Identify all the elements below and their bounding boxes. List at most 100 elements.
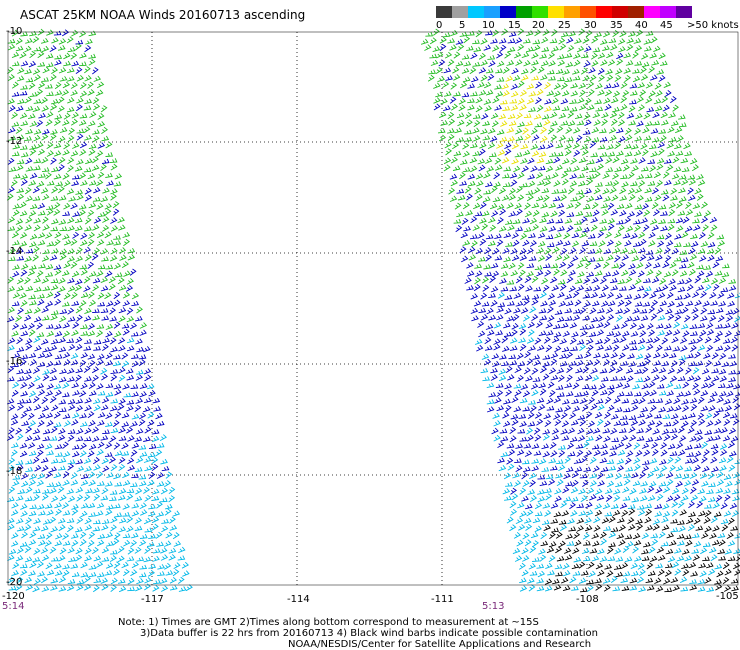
wind-barb: [516, 112, 523, 120]
wind-barb: [510, 270, 519, 277]
wind-barb: [67, 165, 74, 173]
wind-barb: [169, 516, 176, 524]
wind-barb: [710, 391, 718, 398]
wind-barb: [543, 336, 551, 344]
wind-barb: [647, 254, 655, 261]
wind-barb: [504, 495, 512, 501]
wind-barb: [591, 555, 600, 562]
wind-barb: [474, 187, 482, 195]
wind-barb: [686, 517, 694, 525]
wind-barb: [45, 562, 53, 570]
wind-barb: [641, 52, 649, 60]
wind-barb: [506, 315, 515, 322]
wind-barb: [671, 561, 680, 569]
wind-barb: [704, 429, 713, 435]
wind-barb: [105, 531, 114, 539]
wind-barb: [728, 427, 737, 435]
wind-barb: [11, 179, 18, 187]
wind-barb: [644, 503, 653, 509]
wind-barb: [488, 60, 496, 68]
wind-barb: [578, 104, 587, 111]
wind-barb: [576, 360, 584, 367]
wind-barb: [570, 346, 578, 351]
wind-barb: [63, 180, 71, 187]
wind-barb: [616, 533, 625, 540]
wind-barb: [597, 548, 605, 555]
wind-barb: [50, 133, 57, 141]
wind-barb: [67, 376, 75, 383]
wind-barb: [665, 329, 673, 337]
wind-barb: [113, 561, 121, 569]
wind-barb: [51, 186, 59, 194]
wind-barb: [509, 501, 517, 509]
wind-barb: [126, 307, 134, 315]
wind-barb: [498, 113, 507, 120]
wind-barb: [138, 359, 146, 367]
wind-barb: [688, 412, 696, 418]
wind-barb: [519, 269, 526, 277]
wind-barb: [561, 171, 569, 179]
wind-barb: [612, 488, 621, 495]
wind-barb: [33, 74, 41, 82]
wind-barb: [658, 367, 667, 374]
wind-barb: [672, 584, 680, 592]
lat-label-12: -12: [6, 136, 23, 147]
wind-barb: [628, 105, 636, 113]
wind-barb: [626, 541, 634, 548]
wind-barb: [25, 157, 33, 165]
wind-barb: [475, 193, 483, 201]
wind-barb: [91, 253, 99, 261]
wind-barb: [674, 295, 683, 300]
wind-barb: [46, 111, 54, 118]
wind-barb: [657, 330, 666, 336]
wind-barb: [619, 428, 627, 433]
wind-barb: [536, 269, 544, 277]
wind-barb: [657, 240, 665, 248]
wind-barb: [123, 569, 130, 577]
wind-barb: [15, 427, 23, 435]
wind-barb: [33, 316, 42, 323]
wind-barb: [582, 479, 589, 487]
wind-barb: [677, 520, 685, 525]
wind-barb: [104, 203, 112, 210]
wind-barb: [629, 248, 637, 255]
wind-barb: [498, 374, 507, 382]
wind-barb: [732, 307, 740, 315]
wind-barb: [58, 399, 67, 405]
wind-barb: [127, 586, 135, 592]
wind-barb: [576, 120, 585, 126]
wind-barb: [622, 232, 631, 239]
wind-barb: [525, 190, 534, 195]
wind-barb: [113, 240, 122, 246]
wind-barb: [71, 419, 79, 426]
wind-barb: [733, 403, 740, 411]
wind-barb: [592, 465, 600, 473]
wind-barb: [650, 151, 658, 158]
wind-barb: [702, 300, 710, 307]
wind-barb: [714, 247, 722, 255]
wind-barb: [41, 133, 49, 141]
wind-barb: [696, 264, 704, 270]
wind-barb: [564, 77, 573, 83]
wind-barb: [633, 391, 642, 397]
wind-barb: [139, 539, 147, 547]
wind-barb: [627, 211, 636, 218]
wind-barb: [622, 571, 631, 577]
wind-barb: [29, 264, 37, 270]
wind-barb: [511, 158, 519, 165]
wind-barb: [550, 358, 558, 366]
wind-barb: [584, 286, 593, 292]
wind-barb: [110, 247, 118, 255]
wind-barb: [651, 367, 659, 374]
wind-barb: [583, 301, 591, 308]
wind-barb: [634, 127, 642, 135]
wind-barb: [42, 554, 50, 562]
wind-barb: [686, 284, 694, 292]
wind-barb: [647, 420, 656, 427]
wind-barb: [590, 217, 599, 224]
wind-barb: [143, 436, 151, 442]
wind-barb: [491, 185, 498, 193]
wind-barb: [584, 260, 592, 269]
wind-barb: [522, 314, 530, 322]
